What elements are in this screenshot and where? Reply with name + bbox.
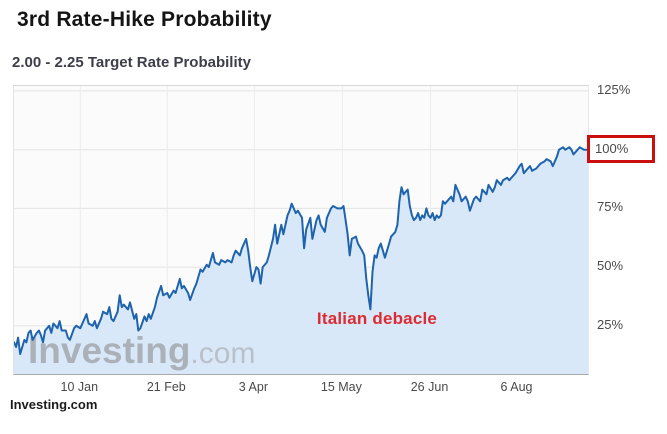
y-tick-label: 50% [597,258,624,274]
source-credit: Investing.com [10,397,98,412]
y-tick-label: 75% [597,199,624,215]
y-tick-label: 125% [597,81,631,97]
investing-watermark: Investing.com [28,330,255,371]
x-tick-label: 21 Feb [146,380,186,394]
plot-area[interactable]: Investing.com [13,85,589,375]
x-tick-label: 10 Jan [60,380,99,394]
probability-line [14,146,588,355]
y-tick-label: 25% [597,316,624,332]
y-tick-label-highlighted: 100% [587,134,655,163]
probability-area-chart[interactable]: Investing.com [14,86,588,374]
annotation-italian-debacle: Italian debacle [316,309,438,328]
x-tick-label: 3 Apr [238,380,268,394]
x-tick-label: 6 Aug [500,380,533,394]
page-title: 3rd Rate-Hike Probability [17,8,272,31]
x-tick-label: 26 Jun [410,380,449,394]
chart-subtitle: 2.00 - 2.25 Target Rate Probability [12,54,251,71]
x-tick-label: 15 May [320,380,362,394]
